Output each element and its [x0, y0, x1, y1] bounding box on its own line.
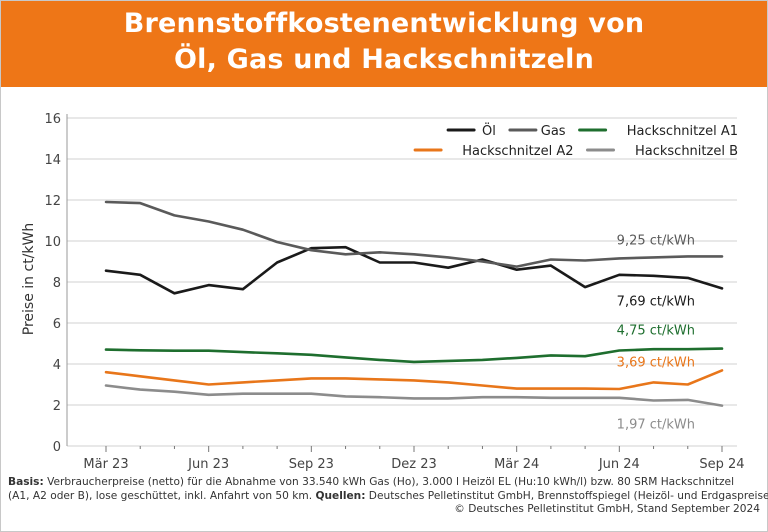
title-banner: Brennstoffkostenentwicklung von Öl, Gas …	[1, 1, 767, 87]
grid-lines	[66, 114, 737, 447]
y-axis-label: Preise in ct/kWh	[21, 223, 37, 335]
basis-label: Basis:	[8, 476, 44, 488]
y-tick-label: 6	[53, 317, 61, 332]
x-tick-label: Sep 24	[699, 457, 744, 472]
legend: Hackschnitzel A1 Gas Öl Hackschnitzel B Hack…	[413, 122, 738, 159]
x-tick-label: Mär 24	[494, 457, 539, 472]
legend-label: Öl	[482, 122, 496, 139]
end-value-label: 4,75 ct/kWh	[617, 324, 695, 339]
quellen-text: Deutsches Pelletinstitut GmbH, Brennstof…	[365, 489, 768, 502]
footer-line-1: Basis: Verbraucherpreise (netto) für die…	[8, 476, 760, 490]
basis-text-cont: (A1, A2 oder B), lose geschüttet, inkl. …	[8, 489, 316, 502]
y-tick-label: 16	[44, 112, 61, 127]
title-line-2: Öl, Gas und Hackschnitzeln	[173, 44, 595, 75]
y-tick-label: 10	[44, 235, 61, 250]
end-value-label: 9,25 ct/kWh	[617, 233, 695, 248]
y-tick-label: 12	[44, 194, 61, 209]
series-line	[104, 245, 724, 295]
copyright: © Deutsches Pelletinstitut GmbH, Stand S…	[454, 503, 760, 515]
footer-line-2: (A1, A2 oder B), lose geschüttet, inkl. …	[8, 489, 768, 504]
basis-text: Verbraucherpreise (netto) für die Abnahm…	[43, 476, 735, 488]
x-tick-label: Dez 23	[391, 457, 437, 472]
end-value-labels: 9,25 ct/kWh 7,69 ct/kWh 4,75 ct/kWh 3,69 ct…	[617, 233, 695, 432]
x-tick-label: Mär 23	[83, 457, 128, 472]
series-lines	[104, 200, 724, 407]
quellen-label: Quellen:	[315, 489, 366, 502]
series-line	[104, 200, 724, 268]
end-value-label: 1,97 ct/kWh	[617, 418, 695, 433]
series-line	[104, 369, 724, 391]
y-tick-label: 2	[53, 399, 61, 414]
y-tick-label: 4	[53, 358, 61, 373]
y-tick-label: 0	[53, 440, 61, 455]
x-tick-label: Jun 24	[598, 457, 640, 472]
legend-label: Hackschnitzel A1	[627, 124, 738, 139]
y-tick-label: 8	[53, 276, 61, 291]
x-axis: Mär 23 Jun 23 Sep 23 Dez 23 Mär 24 Jun 24 Sep …	[83, 446, 745, 472]
series-line	[104, 347, 724, 364]
series-line	[104, 384, 724, 407]
y-tick-label: 14	[44, 153, 61, 168]
legend-label: Hackschnitzel B	[635, 144, 738, 159]
end-value-label: 3,69 ct/kWh	[617, 355, 695, 370]
y-axis: 0 2 4 6 8 10 12 14 16	[44, 112, 61, 455]
x-tick-label: Jun 23	[187, 457, 229, 472]
legend-label: Hackschnitzel A2	[462, 144, 573, 159]
legend-label: Gas	[541, 124, 566, 139]
title-line-1: Brennstoffkostenentwicklung von	[123, 8, 645, 39]
x-tick-label: Sep 23	[289, 457, 334, 472]
end-value-label: 7,69 ct/kWh	[617, 294, 695, 309]
footer-notes: Basis: Verbraucherpreise (netto) für die…	[8, 476, 768, 517]
